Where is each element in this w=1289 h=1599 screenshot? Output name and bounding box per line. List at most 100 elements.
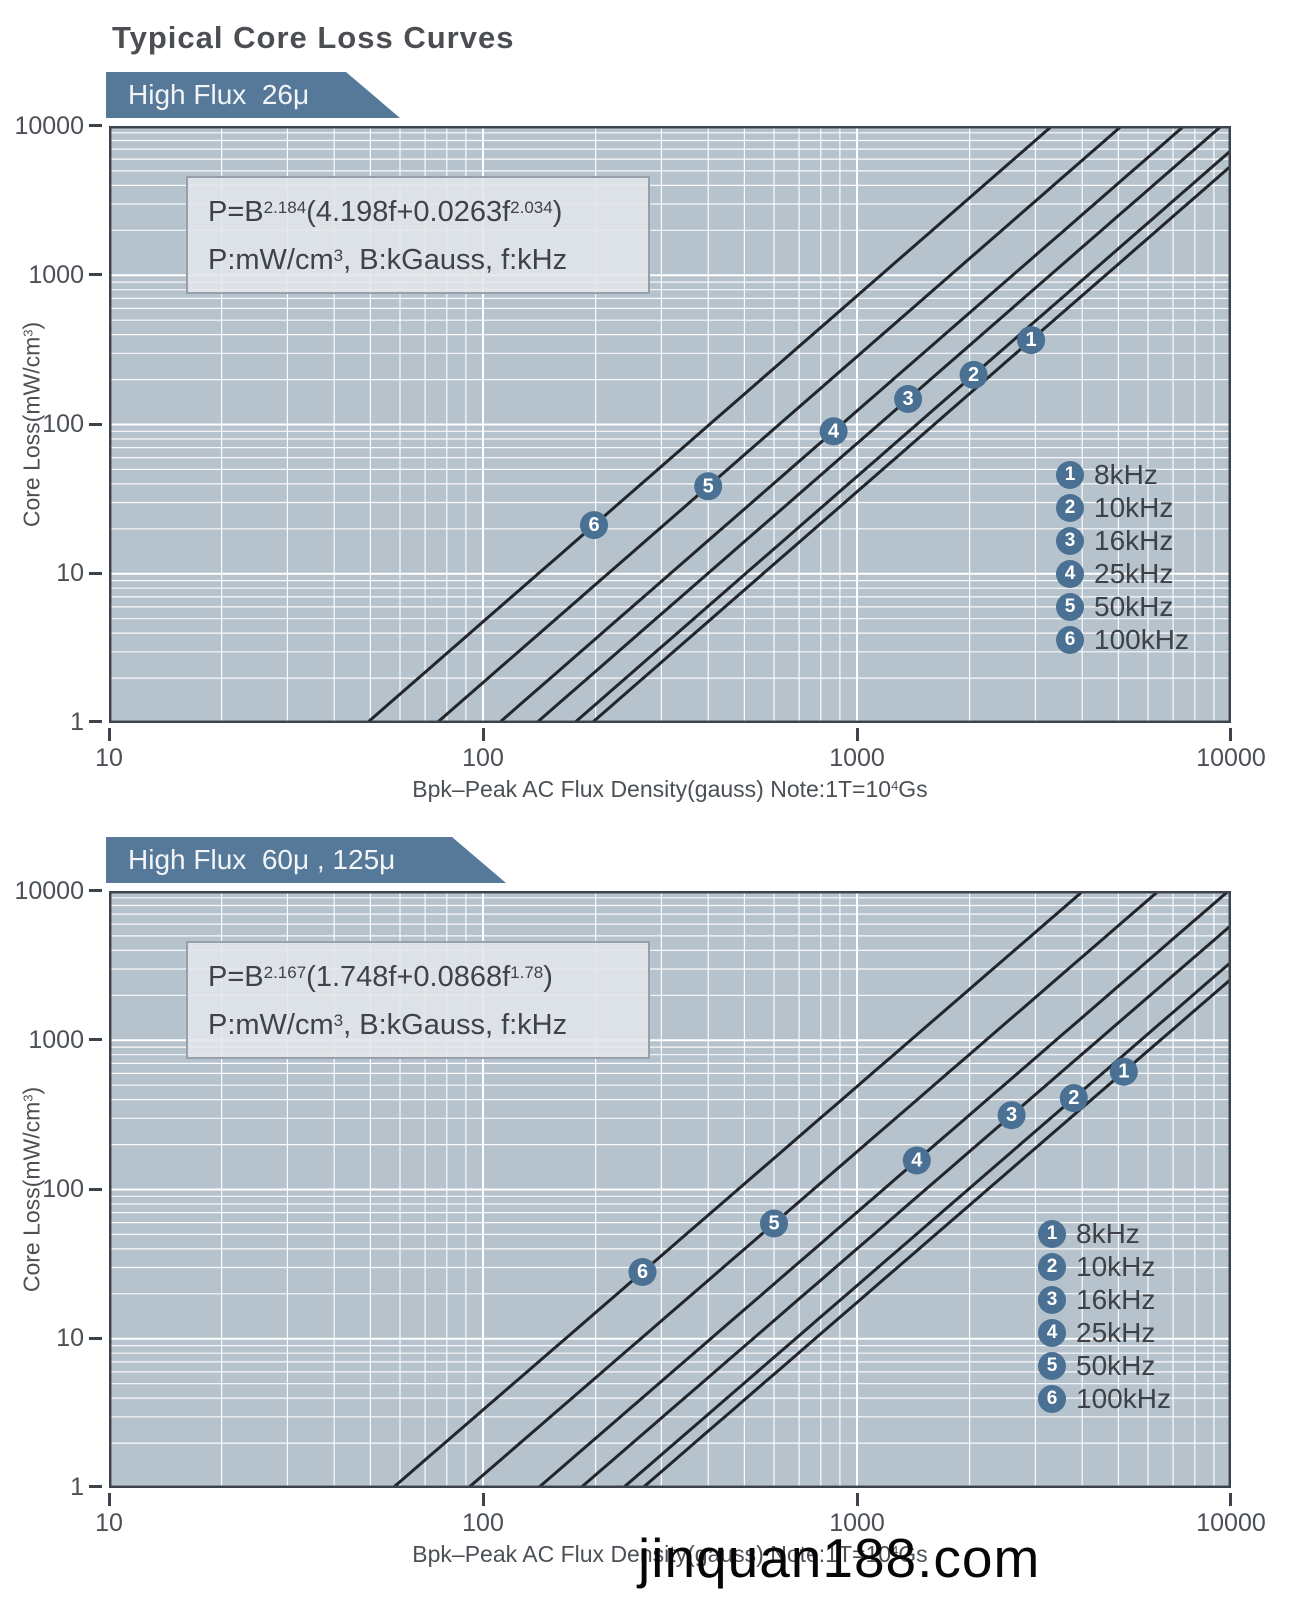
legend-item: 3 16kHz <box>1056 524 1189 557</box>
x-axis-label: Bpk–Peak AC Flux Density(gauss) Note:1T=… <box>412 776 928 802</box>
y-tick-mark <box>89 1038 102 1041</box>
watermark-text: jinquan188.com <box>638 1527 1041 1589</box>
plot-border <box>109 126 1231 723</box>
y-axis-label: Core Loss(mW/cm3) <box>18 1086 45 1293</box>
legend-item: 4 25kHz <box>1056 557 1189 590</box>
y-tick-label: 1 <box>70 1473 84 1501</box>
x-tick-label: 10000 <box>1196 1509 1266 1537</box>
x-tick-mark <box>482 728 485 741</box>
legend-marker-2-icon: 2 <box>1038 1252 1066 1281</box>
legend-item: 1 8kHz <box>1056 458 1189 491</box>
legend-label: 8kHz <box>1094 458 1158 490</box>
y-tick-label: 1000 <box>28 1026 84 1054</box>
x-tick-label: 1000 <box>829 744 885 772</box>
page-title: Typical Core Loss Curves <box>112 20 515 55</box>
legend-label: 100kHz <box>1094 623 1189 655</box>
y-tick-label: 10 <box>56 1324 84 1352</box>
curve-50kHz <box>465 891 1161 1488</box>
y-tick-mark <box>89 1337 102 1340</box>
legend-marker-6-icon: 6 <box>1056 625 1084 654</box>
svg-text:1: 1 <box>1118 1061 1129 1083</box>
curve-100kHz <box>364 126 1055 723</box>
y-axis-label: Core Loss(mW/cm3) <box>18 321 45 528</box>
y-tick-mark <box>89 423 102 426</box>
svg-text:2: 2 <box>968 364 979 386</box>
plot-border <box>109 891 1231 1488</box>
x-tick-mark <box>1229 728 1232 741</box>
chart-high-flux-60u-125u: High Flux 60μ , 125μ 1 2 3 4 5 6 P=B2.167(1.7… <box>0 765 1289 1597</box>
y-tick-mark <box>89 1485 102 1488</box>
formula-box: P=B2.184(4.198f+0.0263f2.034) P:mW/cm3, … <box>186 176 650 294</box>
legend-marker-5-icon: 5 <box>1038 1351 1066 1380</box>
x-tick-label: 100 <box>462 744 504 772</box>
legend-item: 3 16kHz <box>1038 1283 1171 1316</box>
x-tick-label: 100 <box>462 1509 504 1537</box>
legend-marker-6-icon: 6 <box>1038 1384 1066 1413</box>
curve-marker-5: 5 <box>694 472 723 501</box>
curve-25kHz <box>535 891 1231 1488</box>
y-tick-label: 100 <box>42 1175 84 1203</box>
curve-marker-1: 1 <box>1017 326 1046 355</box>
legend-marker-4-icon: 4 <box>1056 559 1084 588</box>
legend-label: 8kHz <box>1076 1217 1140 1249</box>
svg-text:2: 2 <box>1068 1087 1079 1109</box>
legend-label: 50kHz <box>1094 590 1174 622</box>
legend-item: 5 50kHz <box>1056 590 1189 623</box>
legend-item: 4 25kHz <box>1038 1316 1171 1349</box>
x-tick-label: 10 <box>95 744 123 772</box>
legend: 1 8kHz 2 10kHz 3 16kHz 4 25kHz 5 50kHz 6 100kH… <box>1056 458 1189 656</box>
svg-text:3: 3 <box>903 388 914 410</box>
chart-banner: High Flux 60μ , 125μ <box>106 837 506 883</box>
curve-marker-6: 6 <box>580 511 608 540</box>
core-loss-curves <box>364 126 1231 723</box>
legend-marker-5-icon: 5 <box>1056 592 1084 621</box>
curve-marker-3: 3 <box>997 1101 1026 1130</box>
curve-marker-4: 4 <box>819 417 848 446</box>
svg-text:4: 4 <box>828 420 840 442</box>
y-tick-mark <box>89 273 102 276</box>
svg-text:1: 1 <box>1026 329 1037 351</box>
legend-item: 1 8kHz <box>1038 1217 1171 1250</box>
legend-label: 10kHz <box>1094 491 1174 523</box>
curve-16kHz <box>534 126 1224 723</box>
x-tick-mark <box>856 1493 859 1506</box>
svg-text:4: 4 <box>911 1150 923 1172</box>
legend-item: 6 100kHz <box>1056 623 1189 656</box>
curve-10kHz <box>571 149 1231 723</box>
curve-50kHz <box>434 126 1124 723</box>
legend-marker-1-icon: 1 <box>1038 1219 1066 1248</box>
formula-line-1: P=B2.167(1.748f+0.0868f1.78) <box>208 961 553 993</box>
chart-high-flux-26u: High Flux 26μ 1 2 3 4 5 6 P=B2.184(4.198f+0.0… <box>14 0 1266 802</box>
y-tick-label: 1000 <box>28 261 84 289</box>
y-tick-label: 10000 <box>14 877 84 905</box>
legend-item: 2 10kHz <box>1056 491 1189 524</box>
y-tick-label: 100 <box>42 410 84 438</box>
curve-marker-2: 2 <box>1059 1084 1088 1113</box>
chart-banner: High Flux 26μ <box>106 72 400 118</box>
legend-marker-2-icon: 2 <box>1056 493 1084 522</box>
svg-text:6: 6 <box>637 1261 648 1283</box>
legend-label: 16kHz <box>1094 524 1174 556</box>
formula-line-2: P:mW/cm3, B:kGauss, f:kHz <box>208 244 568 276</box>
legend-item: 2 10kHz <box>1038 1250 1171 1283</box>
y-tick-mark <box>89 889 102 892</box>
y-tick-label: 10000 <box>14 112 84 140</box>
formula-line-1: P=B2.184(4.198f+0.0263f2.034) <box>208 196 563 228</box>
legend-label: 25kHz <box>1094 557 1174 589</box>
x-tick-label: 1000 <box>829 1509 885 1537</box>
x-tick-mark <box>108 1493 111 1506</box>
y-tick-label: 10 <box>56 559 84 587</box>
svg-text:5: 5 <box>703 475 714 497</box>
formula-box: P=B2.167(1.748f+0.0868f1.78) P:mW/cm3, B… <box>186 941 650 1059</box>
x-tick-mark <box>1229 1493 1232 1506</box>
legend-label: 50kHz <box>1076 1349 1156 1381</box>
y-tick-label: 1 <box>70 708 84 736</box>
x-tick-label: 10000 <box>1196 744 1266 772</box>
formula-line-2: P:mW/cm3, B:kGauss, f:kHz <box>208 1009 568 1041</box>
legend-item: 5 50kHz <box>1038 1349 1171 1382</box>
curve-marker-5: 5 <box>760 1209 788 1238</box>
y-tick-mark <box>89 1188 102 1191</box>
legend-label: 16kHz <box>1076 1283 1156 1315</box>
curve-16kHz <box>578 924 1231 1488</box>
y-tick-mark <box>89 124 102 127</box>
